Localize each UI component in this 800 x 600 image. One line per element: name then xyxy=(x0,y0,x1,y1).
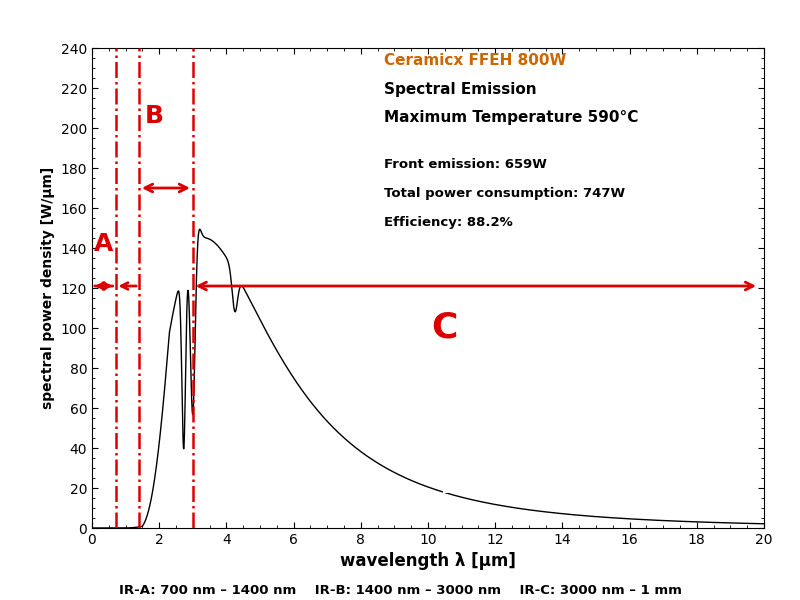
Text: B: B xyxy=(145,104,164,128)
Text: A: A xyxy=(94,232,113,256)
Text: Ceramicx FFEH 800W: Ceramicx FFEH 800W xyxy=(384,53,566,68)
Text: UNIVERSITÄT: UNIVERSITÄT xyxy=(442,430,491,439)
X-axis label: wavelength λ [μm]: wavelength λ [μm] xyxy=(340,553,516,571)
Text: C: C xyxy=(432,311,458,345)
Text: D  U  I  S  B  U  R  G: D U I S B U R G xyxy=(442,451,606,464)
Text: Front emission: 659W: Front emission: 659W xyxy=(384,158,547,172)
Text: Maximum Temperature 590°C: Maximum Temperature 590°C xyxy=(384,110,638,125)
Text: Efficiency: 88.2%: Efficiency: 88.2% xyxy=(384,216,513,229)
Y-axis label: spectral power density [W/μm]: spectral power density [W/μm] xyxy=(41,167,55,409)
Text: Total power consumption: 747W: Total power consumption: 747W xyxy=(384,187,626,200)
Text: E  S  S  E  N: E S S E N xyxy=(442,483,539,496)
Text: Spectral Emission: Spectral Emission xyxy=(384,82,537,97)
Text: IR-A: 700 nm – 1400 nm    IR-B: 1400 nm – 3000 nm    IR-C: 3000 nm – 1 mm: IR-A: 700 nm – 1400 nm IR-B: 1400 nm – 3… xyxy=(118,584,682,597)
